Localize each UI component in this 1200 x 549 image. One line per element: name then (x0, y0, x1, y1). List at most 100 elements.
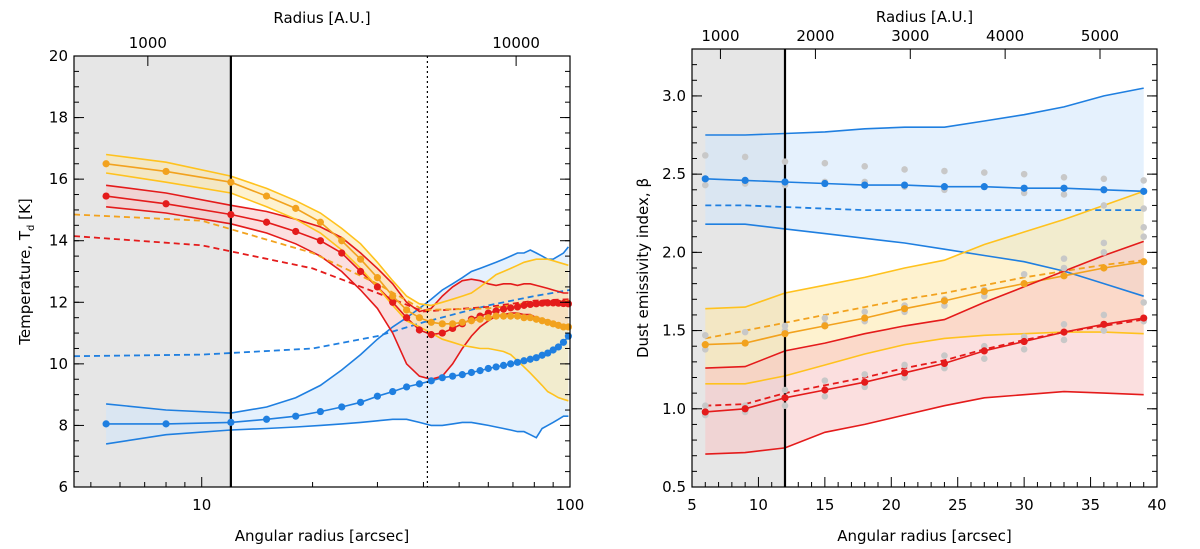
orange-data-point (980, 287, 988, 296)
blue-data-point (554, 343, 562, 351)
orange-data-point (821, 322, 829, 330)
y-tick-label: 12 (49, 293, 68, 311)
orange-data-point (507, 312, 515, 320)
red-data-point (513, 303, 522, 311)
red-data-point (389, 298, 397, 306)
red-data-point (554, 299, 562, 307)
y-tick-label: 20 (49, 47, 68, 65)
y-tick-label: 2.0 (662, 243, 686, 261)
red-data-point (102, 192, 110, 200)
blue-data-point (484, 364, 492, 373)
gray-data-point (1060, 191, 1068, 198)
gray-data-point (1100, 249, 1108, 256)
orange-data-point (1140, 258, 1148, 266)
orange-data-point (338, 237, 346, 245)
gray-data-point (1060, 264, 1068, 272)
orange-data-point (940, 297, 949, 305)
gray-data-point (1140, 233, 1148, 241)
red-data-point (781, 394, 789, 402)
red-data-point (544, 299, 552, 307)
blue-data-point (532, 354, 540, 362)
gray-data-point (861, 371, 869, 378)
y-tick-label: 8 (58, 416, 68, 434)
red-model-dashed-line (73, 235, 571, 313)
y-tick-label: 18 (49, 109, 68, 127)
gray-data-point (980, 169, 988, 176)
gray-data-point (901, 361, 908, 369)
orange-band-fill (106, 154, 569, 401)
y-tick-label: 10 (49, 355, 68, 373)
y-tick-label: 0.5 (662, 478, 686, 496)
orange-band-upper-line (705, 190, 1144, 310)
top-tick-label: 2000 (796, 27, 834, 45)
gray-data-point (701, 331, 709, 339)
red-data-point (427, 331, 435, 339)
red-data-point (940, 359, 949, 368)
red-data-point (701, 408, 709, 416)
orange-data-point (476, 315, 484, 323)
orange-data-point (316, 218, 324, 226)
red-data-point (415, 326, 423, 334)
red-data-point (520, 301, 528, 309)
orange-data-point (292, 204, 300, 212)
y-axis-label: Temperature, Td [K] (16, 198, 37, 345)
y-tick-label: 14 (49, 232, 68, 250)
blue-data-point (741, 176, 749, 184)
gray-data-point (1060, 173, 1068, 181)
orange-data-point (102, 160, 110, 168)
orange-data-point (492, 312, 500, 320)
orange-band-upper-line (105, 153, 569, 307)
blue-data-point (476, 367, 484, 375)
y-axis-label: Dust emissivity index, β (634, 178, 652, 358)
x-tick-label: 30 (1015, 496, 1034, 514)
gray-data-point (980, 355, 988, 363)
orange-data-point (373, 274, 382, 282)
y-tick-label: 1.5 (662, 322, 686, 340)
blue-data-point (389, 387, 397, 396)
blue-data-point (861, 181, 869, 189)
blue-data-point (549, 346, 557, 354)
blue-data-point (449, 372, 457, 380)
gray-data-point (1020, 170, 1028, 178)
x-tick-label: 15 (815, 496, 834, 514)
orange-data-point (427, 318, 435, 326)
orange-data-point (484, 314, 492, 322)
red-data-point (227, 210, 235, 219)
x-tick-label: 5 (687, 496, 697, 514)
orange-data-point (1100, 264, 1108, 272)
x-tick-label: 10 (192, 496, 211, 514)
blue-data-point (458, 371, 466, 379)
blue-data-point (1100, 186, 1108, 194)
red-data-point (162, 200, 170, 208)
blue-data-point (544, 349, 552, 357)
blue-data-point (467, 368, 476, 377)
x-tick-label: 25 (948, 496, 967, 514)
blue-data-point (499, 361, 508, 369)
gray-data-point (701, 152, 709, 159)
x-tick-label: 100 (556, 496, 585, 514)
gray-data-point (861, 308, 869, 316)
gray-data-point (1020, 346, 1028, 353)
blue-data-point (162, 420, 170, 428)
gray-data-point (941, 167, 948, 175)
blue-band-lower-line (705, 223, 1144, 297)
blue-data-point (338, 403, 346, 411)
red-data-point (532, 300, 540, 308)
y-tick-label: 3.0 (662, 87, 686, 105)
red-data-point (564, 300, 572, 308)
red-data-point (1100, 320, 1108, 328)
red-data-point (292, 227, 300, 236)
blue-data-point (1020, 184, 1028, 192)
red-data-point (549, 299, 557, 307)
y-tick-label: 16 (49, 170, 68, 188)
red-data-point (438, 329, 446, 337)
x-tick-label: 35 (1081, 496, 1100, 514)
orange-data-point (861, 314, 869, 322)
x-tick-label: 40 (1147, 496, 1166, 514)
orange-data-point (513, 312, 522, 320)
red-band-upper-line (105, 184, 569, 313)
red-band-upper-line (705, 240, 1144, 369)
blue-model-dashed-line (705, 204, 1144, 212)
gray-data-point (821, 159, 829, 167)
x-tick-label: 10 (749, 496, 768, 514)
